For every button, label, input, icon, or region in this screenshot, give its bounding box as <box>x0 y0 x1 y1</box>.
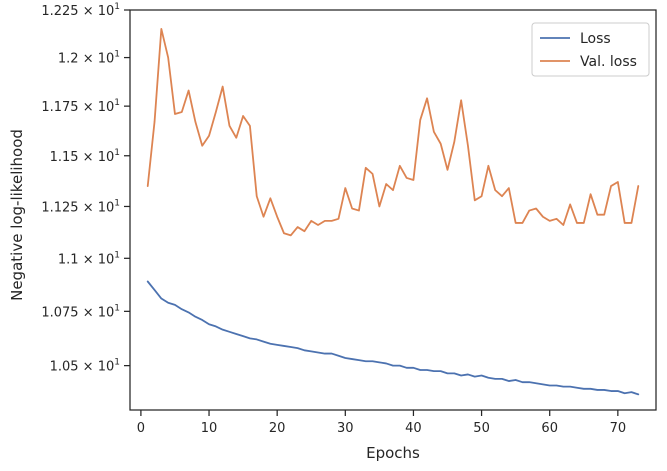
legend-box <box>531 22 650 77</box>
series-layer <box>146 28 640 396</box>
x-tick-label: 70 <box>610 421 627 436</box>
legend-label-loss: Loss <box>580 31 611 47</box>
plot-frame <box>129 9 657 411</box>
x-tick-label: 20 <box>269 421 286 436</box>
y-tick-label: 1.2 × 101 <box>58 50 120 67</box>
y-tick-label: 1.175 × 101 <box>41 98 120 115</box>
y-tick-label: 1.1 × 101 <box>58 250 120 267</box>
x-tick-label: 60 <box>541 421 558 436</box>
legend: Loss Val. loss <box>531 22 650 77</box>
y-tick-label: 1.225 × 101 <box>41 2 120 19</box>
y-axis-label: Negative log-likelihood <box>8 129 26 301</box>
x-tick-label: 40 <box>405 421 422 436</box>
legend-label-val-loss: Val. loss <box>580 54 637 70</box>
y-axis-ticks: 1.05 × 101 1.075 × 101 1.1 × 101 1.125 × 10… <box>41 2 130 375</box>
y-tick-label: 1.075 × 101 <box>41 303 120 320</box>
series-line-val-loss <box>146 28 640 237</box>
x-tick-label: 10 <box>201 421 218 436</box>
series-line-loss <box>146 280 640 396</box>
x-tick-label: 30 <box>337 421 354 436</box>
x-tick-label: 50 <box>473 421 490 436</box>
y-tick-label: 1.125 × 101 <box>41 198 120 215</box>
y-tick-label: 1.15 × 101 <box>50 148 120 165</box>
y-tick-label: 1.05 × 101 <box>50 358 120 375</box>
x-tick-label: 0 <box>137 421 145 436</box>
x-axis-label: Epochs <box>366 444 420 462</box>
x-axis-ticks: 0 10 20 30 40 50 60 70 <box>137 410 626 436</box>
